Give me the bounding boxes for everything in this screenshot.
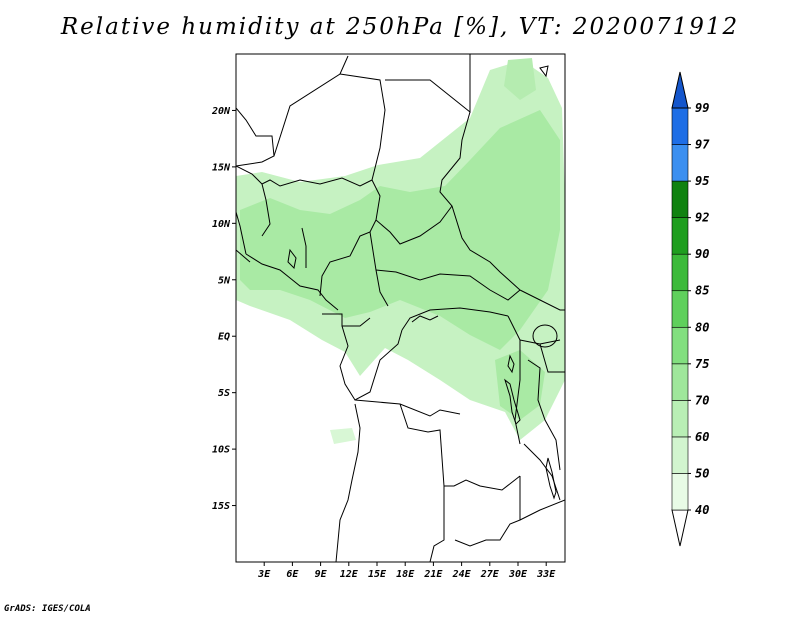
lat-tick-label: 15S	[212, 501, 230, 512]
lake-victoria	[532, 324, 558, 348]
lon-tick-label: 15E	[368, 569, 387, 580]
colorbar-label: 97	[695, 138, 710, 152]
lat-tick-label: 5S	[218, 388, 230, 399]
colorbar-cell	[671, 71, 689, 109]
colorbar-cell	[671, 473, 689, 511]
lon-tick-label: 27E	[480, 569, 500, 580]
lake-malawi	[545, 457, 557, 500]
colorbar-cell	[671, 144, 689, 182]
colorbar-label: 95	[695, 174, 709, 188]
latitude-axis: 20N 15N 10N 5N EQ 5S 10S 15S	[211, 106, 236, 512]
lon-tick-label: 6E	[286, 569, 299, 580]
colorbar-label: 60	[695, 430, 709, 444]
lat-tick-label: 10N	[212, 219, 231, 230]
colorbar-label: 92	[695, 211, 709, 225]
colorbar-cell	[671, 253, 689, 292]
colorbar-label: 50	[695, 466, 709, 480]
colorbar-cell	[671, 180, 689, 218]
map-frame	[235, 53, 566, 563]
lon-tick-label: 21E	[423, 569, 443, 580]
humidity-shade-south	[330, 428, 356, 444]
colorbar-label: 90	[695, 247, 709, 261]
lat-tick-label: 15N	[212, 162, 231, 173]
humidity-shade-ne	[504, 58, 536, 100]
lon-tick-label: 9E	[315, 569, 328, 580]
humidity-shade-deep	[240, 110, 560, 350]
colorbar-cell	[671, 217, 689, 255]
colorbar: 40 50 60 70 75 80 85 90 92 95 97 99	[671, 71, 710, 547]
colorbar-label: 40	[695, 503, 709, 517]
colorbar-cell	[671, 290, 689, 328]
lon-tick-label: 33E	[536, 569, 556, 580]
lake-ne	[539, 65, 549, 78]
colorbar-cell	[671, 363, 689, 401]
river-congo	[411, 315, 439, 323]
humidity-shade-east	[495, 350, 545, 420]
colorbar-label: 80	[695, 320, 709, 334]
colorbar-cell	[671, 326, 689, 365]
country-borders	[236, 54, 565, 562]
lon-tick-label: 12E	[340, 569, 359, 580]
lat-tick-label: 20N	[211, 106, 231, 117]
colorbar-label: 85	[695, 284, 709, 298]
map-title: Relative humidity at 250hPa [%], VT: 202…	[60, 14, 740, 40]
colorbar-label: 70	[695, 393, 709, 407]
lon-tick-label: 24E	[452, 569, 472, 580]
humidity-field	[236, 58, 565, 444]
lon-tick-label: 18E	[396, 569, 415, 580]
lon-tick-label: 30E	[508, 569, 528, 580]
lon-tick-label: 3E	[257, 569, 271, 580]
lake-volta	[287, 248, 297, 270]
colorbar-label: 75	[695, 357, 709, 371]
colorbar-cell	[671, 400, 689, 438]
lake-tanganyika	[504, 378, 521, 425]
lakes	[287, 65, 558, 500]
lake-kivu	[507, 354, 515, 374]
colorbar-cell	[671, 107, 689, 145]
longitude-axis: 3E 6E 9E 12E 15E 18E 21E 24E 27E 30E 33E	[257, 562, 556, 580]
lat-tick-label: 5N	[218, 275, 231, 286]
colorbar-cell	[671, 509, 689, 547]
credit-text: GrADS: IGES/COLA	[4, 604, 91, 614]
colorbar-cell	[671, 436, 689, 474]
colorbar-label: 99	[695, 101, 709, 115]
lat-tick-label: 10S	[212, 445, 230, 456]
lat-tick-label: EQ	[218, 332, 230, 343]
